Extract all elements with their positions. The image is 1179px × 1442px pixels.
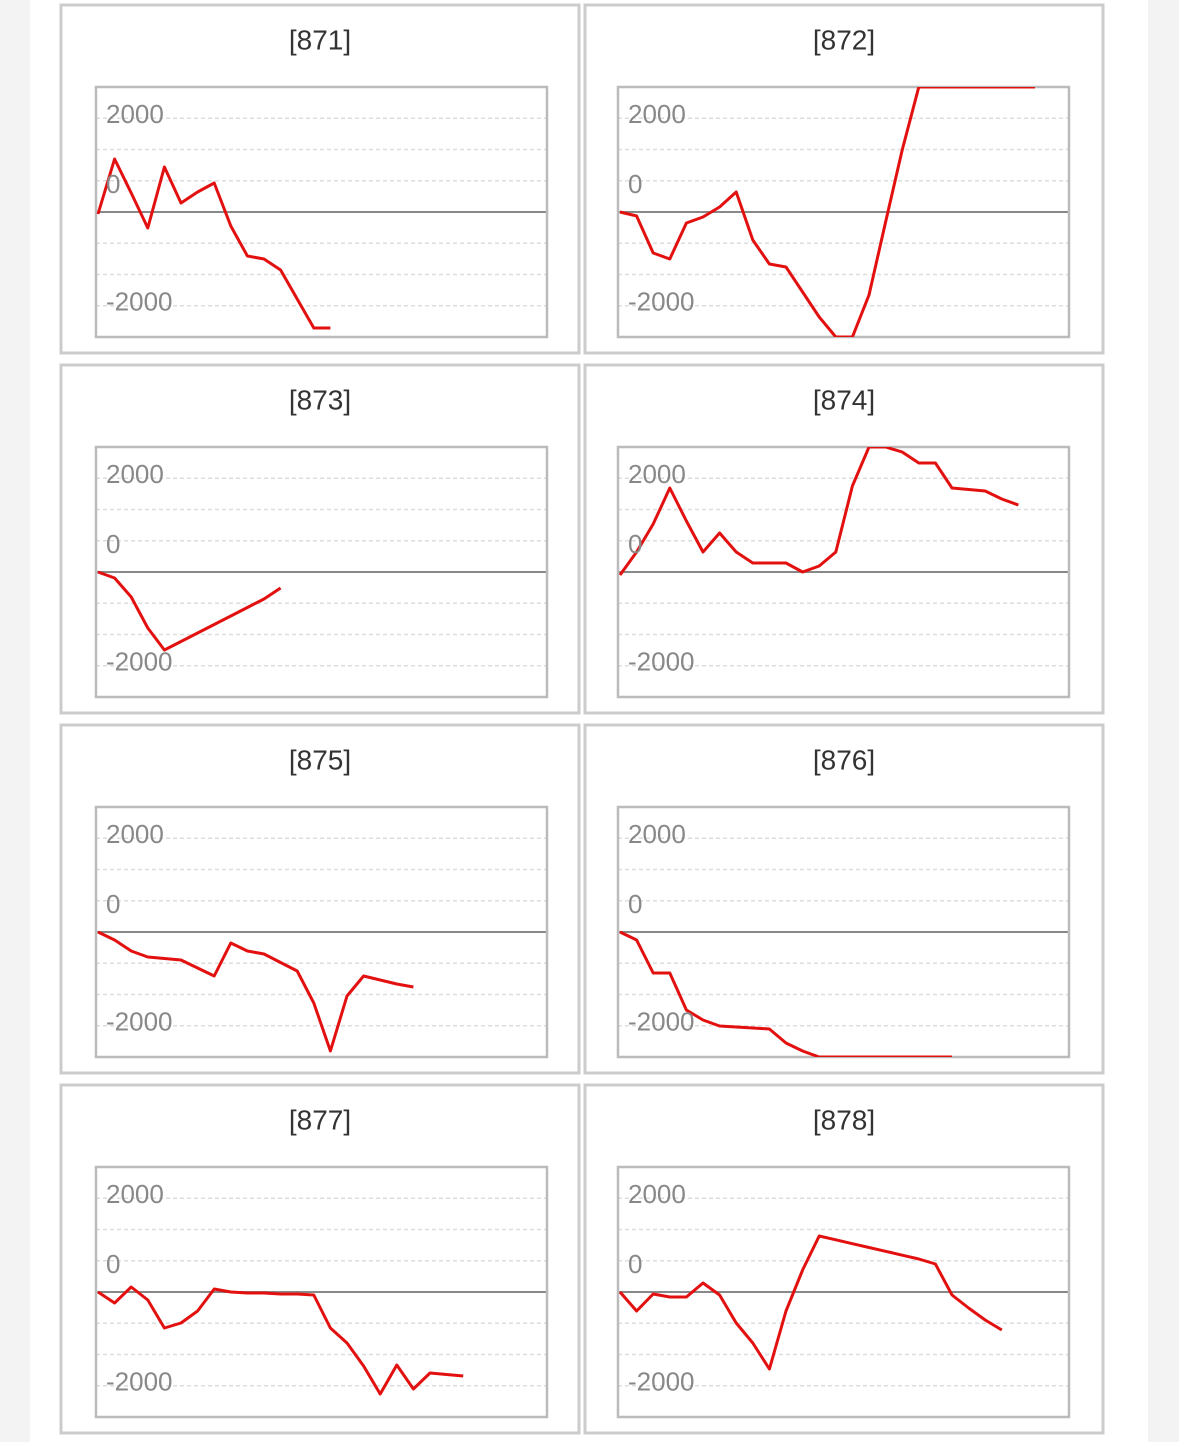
y-tick-label: 2000 bbox=[106, 819, 164, 849]
chart-title: [872] bbox=[813, 24, 875, 55]
y-tick-label: 0 bbox=[628, 529, 642, 559]
plot-frame bbox=[94, 85, 549, 339]
data-line bbox=[97, 570, 282, 652]
chart-title: [874] bbox=[813, 384, 875, 415]
y-tick-label: -2000 bbox=[628, 647, 695, 677]
chart-panel bbox=[59, 723, 581, 1075]
y-tick-label: 0 bbox=[106, 169, 120, 199]
y-tick-label: 0 bbox=[628, 1249, 642, 1279]
plot-frame bbox=[94, 1165, 549, 1419]
y-tick-label: -2000 bbox=[628, 1007, 695, 1037]
y-tick-label: 0 bbox=[628, 169, 642, 199]
chart-panel bbox=[59, 363, 581, 715]
y-tick-label: 0 bbox=[106, 529, 120, 559]
chart-title: [878] bbox=[813, 1104, 875, 1135]
plot-frame bbox=[616, 1165, 1071, 1419]
chart-title: [871] bbox=[289, 24, 351, 55]
chart-panel bbox=[583, 3, 1105, 355]
plot-frame bbox=[94, 805, 549, 1059]
chart-panel bbox=[59, 3, 581, 355]
y-tick-label: 2000 bbox=[628, 1179, 686, 1209]
chart-panel bbox=[583, 363, 1105, 715]
data-line bbox=[97, 1285, 464, 1396]
y-tick-label: 0 bbox=[106, 1249, 120, 1279]
y-tick-label: 2000 bbox=[628, 819, 686, 849]
data-line bbox=[619, 930, 952, 1057]
plot-frame bbox=[94, 445, 549, 699]
y-tick-label: 2000 bbox=[106, 1179, 164, 1209]
data-line bbox=[618, 1234, 1003, 1371]
chart-title: [875] bbox=[289, 744, 351, 775]
data-line bbox=[618, 447, 1019, 576]
chart-title: [873] bbox=[289, 384, 351, 415]
chart-panel bbox=[583, 1083, 1105, 1435]
y-tick-label: -2000 bbox=[628, 287, 695, 317]
chart-panel bbox=[59, 1083, 581, 1435]
y-tick-label: -2000 bbox=[106, 1007, 173, 1037]
y-tick-label: 2000 bbox=[628, 99, 686, 129]
chart-panel bbox=[583, 723, 1105, 1075]
y-tick-label: 2000 bbox=[106, 459, 164, 489]
y-tick-label: 0 bbox=[628, 889, 642, 919]
y-tick-label: -2000 bbox=[106, 647, 173, 677]
y-tick-label: -2000 bbox=[106, 1367, 173, 1397]
y-tick-label: -2000 bbox=[106, 287, 173, 317]
y-tick-label: 2000 bbox=[628, 459, 686, 489]
y-tick-label: 2000 bbox=[106, 99, 164, 129]
data-line bbox=[97, 930, 414, 1053]
data-line bbox=[619, 87, 1035, 337]
chart-title: [877] bbox=[289, 1104, 351, 1135]
data-line bbox=[96, 157, 331, 330]
y-tick-label: -2000 bbox=[628, 1367, 695, 1397]
chart-title: [876] bbox=[813, 744, 875, 775]
y-tick-label: 0 bbox=[106, 889, 120, 919]
plot-frame bbox=[616, 445, 1071, 699]
